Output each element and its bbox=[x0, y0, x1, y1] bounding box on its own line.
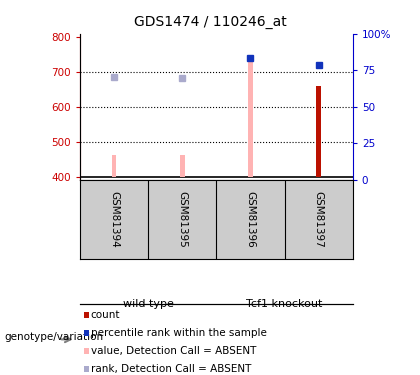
Text: GSM81396: GSM81396 bbox=[245, 191, 255, 248]
Text: genotype/variation: genotype/variation bbox=[4, 333, 103, 342]
Text: Tcf1 knockout: Tcf1 knockout bbox=[247, 299, 323, 309]
Text: wild type: wild type bbox=[123, 299, 173, 309]
Bar bbox=[180, 154, 184, 177]
Text: count: count bbox=[91, 310, 120, 320]
Text: value, Detection Call = ABSENT: value, Detection Call = ABSENT bbox=[91, 346, 256, 356]
Text: GSM81394: GSM81394 bbox=[109, 191, 119, 248]
Bar bbox=[112, 154, 116, 177]
Text: GSM81395: GSM81395 bbox=[177, 191, 187, 248]
Text: GSM81397: GSM81397 bbox=[314, 191, 324, 248]
Bar bbox=[248, 57, 253, 177]
Text: rank, Detection Call = ABSENT: rank, Detection Call = ABSENT bbox=[91, 364, 251, 374]
Text: percentile rank within the sample: percentile rank within the sample bbox=[91, 328, 267, 338]
Text: GDS1474 / 110246_at: GDS1474 / 110246_at bbox=[134, 15, 286, 29]
Bar bbox=[316, 86, 321, 177]
